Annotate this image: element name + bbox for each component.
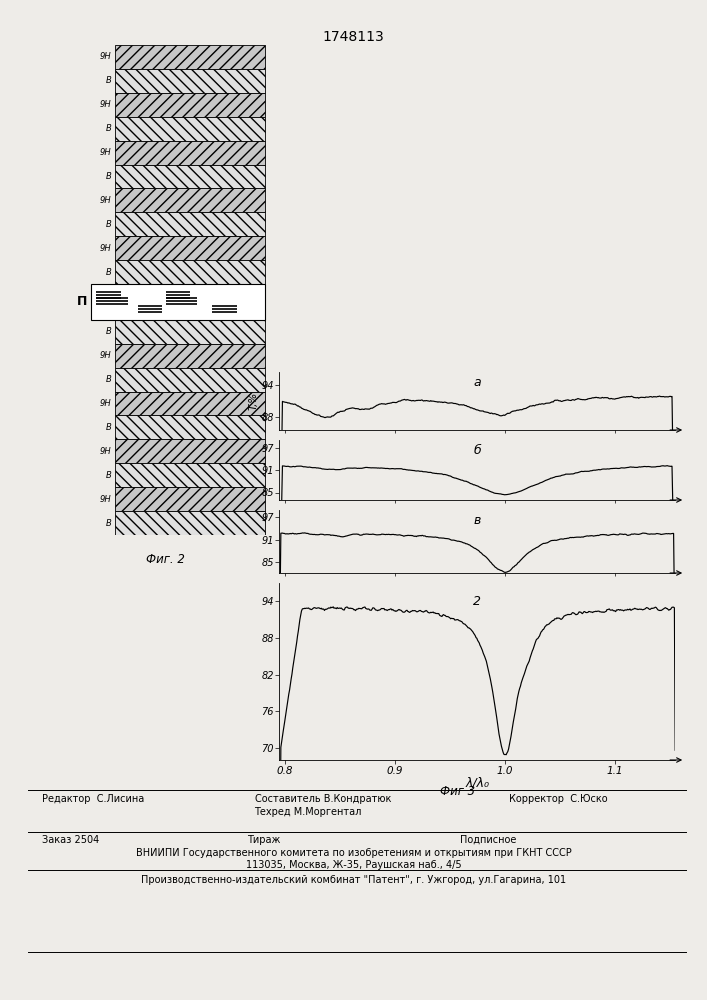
Bar — [115, 69, 265, 93]
Bar — [115, 368, 265, 392]
Bar — [115, 439, 265, 463]
Text: ВНИИПИ Государственного комитета по изобретениям и открытиям при ГКНТ СССР: ВНИИПИ Государственного комитета по изоб… — [136, 848, 571, 858]
Text: B: B — [105, 327, 111, 336]
Text: 9H: 9H — [100, 447, 111, 456]
Text: B: B — [105, 268, 111, 277]
Text: B: B — [105, 76, 111, 85]
Text: B: B — [105, 375, 111, 384]
Bar — [115, 236, 265, 260]
Text: 9H: 9H — [100, 196, 111, 205]
Y-axis label: T,%: T,% — [248, 392, 259, 410]
Bar — [115, 188, 265, 212]
Text: B: B — [105, 471, 111, 480]
Text: B: B — [105, 220, 111, 229]
Text: 2: 2 — [473, 595, 481, 608]
Text: П: П — [76, 295, 87, 308]
Text: B: B — [105, 423, 111, 432]
X-axis label: λ/λ₀: λ/λ₀ — [465, 777, 489, 790]
Text: 9H: 9H — [100, 52, 111, 61]
Text: а: а — [474, 376, 481, 389]
Bar — [115, 45, 265, 69]
Text: в: в — [474, 514, 481, 527]
Text: Производственно-издательский комбинат "Патент", г. Ужгород, ул.Гагарина, 101: Производственно-издательский комбинат "П… — [141, 875, 566, 885]
Text: 9H: 9H — [100, 495, 111, 504]
Text: Фиг 3: Фиг 3 — [440, 785, 475, 798]
Bar — [90, 284, 265, 320]
Text: B: B — [105, 172, 111, 181]
Text: B: B — [105, 124, 111, 133]
Text: Заказ 2504: Заказ 2504 — [42, 835, 100, 845]
Text: 113035, Москва, Ж-35, Раушская наб., 4/5: 113035, Москва, Ж-35, Раушская наб., 4/5 — [246, 860, 461, 870]
Text: 9H: 9H — [100, 148, 111, 157]
Bar — [115, 141, 265, 165]
Bar — [115, 117, 265, 141]
Bar — [115, 165, 265, 188]
Bar — [115, 212, 265, 236]
Text: б: б — [474, 444, 481, 457]
Bar — [115, 511, 265, 535]
Bar — [115, 260, 265, 284]
Bar — [115, 93, 265, 117]
Bar — [115, 344, 265, 368]
Text: Тираж: Тираж — [247, 835, 281, 845]
Text: Корректор  С.Юско: Корректор С.Юско — [509, 794, 607, 804]
Text: Подписное: Подписное — [460, 835, 516, 845]
Bar — [115, 487, 265, 511]
Bar — [115, 463, 265, 487]
Bar — [115, 392, 265, 415]
Bar — [115, 415, 265, 439]
Text: Составитель В.Кондратюк
Техред М.Моргентал: Составитель В.Кондратюк Техред М.Моргент… — [255, 794, 391, 817]
Text: 9H: 9H — [100, 351, 111, 360]
Text: 1748113: 1748113 — [322, 30, 385, 44]
Text: 9H: 9H — [100, 399, 111, 408]
Bar — [115, 320, 265, 344]
Text: Фиг. 2: Фиг. 2 — [146, 553, 185, 566]
Text: 9H: 9H — [100, 244, 111, 253]
Text: B: B — [105, 519, 111, 528]
Text: 9H: 9H — [100, 100, 111, 109]
Text: Редактор  С.Лисина: Редактор С.Лисина — [42, 794, 145, 804]
